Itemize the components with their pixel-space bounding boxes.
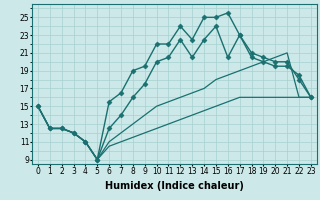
X-axis label: Humidex (Indice chaleur): Humidex (Indice chaleur) — [105, 181, 244, 191]
